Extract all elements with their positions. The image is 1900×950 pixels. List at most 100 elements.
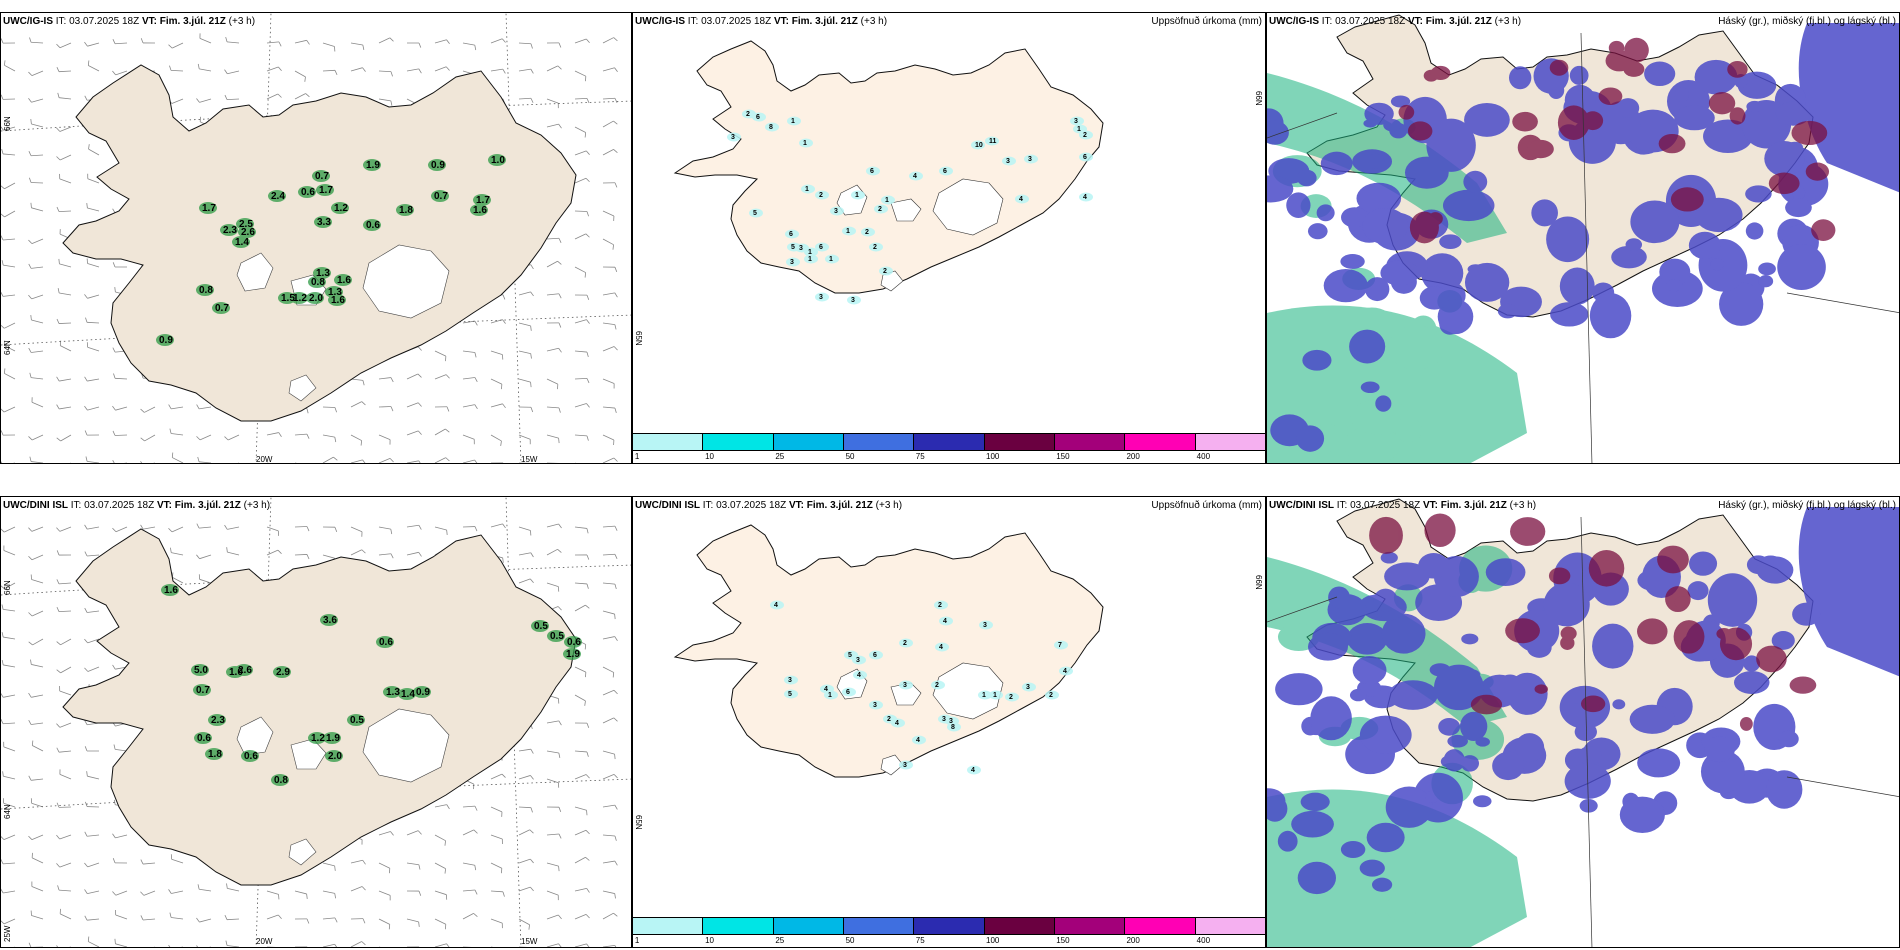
- wind-barb: [322, 434, 335, 438]
- wind-barb: [267, 462, 270, 463]
- wind-barb: [171, 890, 184, 894]
- wind-barb-flag: [474, 865, 477, 871]
- wind-barb: [490, 890, 503, 893]
- wind-barb: [87, 638, 100, 644]
- wind-barb-flag: [169, 428, 172, 434]
- wind-barb-flag: [418, 68, 422, 74]
- wind-barb-flag: [390, 71, 393, 77]
- wind-barb-flag: [56, 747, 60, 753]
- wind-barb-flag: [1, 94, 4, 100]
- wind-barb: [199, 406, 212, 410]
- wind-barb: [58, 610, 72, 613]
- wind-barb: [574, 914, 587, 920]
- wind-barb-flag: [1, 859, 4, 865]
- wind-barb: [59, 178, 72, 184]
- mid-cloud-patch: [1707, 573, 1758, 627]
- wind-barb-flag: [31, 740, 34, 746]
- rain-patch: [212, 302, 230, 314]
- mid-cloud-patch: [1307, 223, 1328, 240]
- wind-barb: [379, 946, 381, 947]
- wind-barb: [14, 946, 15, 947]
- colorbar-segment: [1195, 434, 1265, 450]
- wind-barb: [574, 829, 587, 836]
- wind-barb: [518, 526, 531, 531]
- low-cloud-patch: [1527, 139, 1554, 159]
- lon-label-20: 20W: [256, 937, 273, 946]
- precip-patch: [1002, 156, 1016, 166]
- wind-barb: [87, 263, 100, 268]
- wind-barb-flag: [558, 42, 562, 48]
- precip-patch: [804, 254, 818, 264]
- wind-barb: [227, 526, 240, 530]
- wind-barb: [237, 462, 239, 463]
- precip-patch: [869, 650, 883, 660]
- colorbar-tick-label: 75: [915, 452, 925, 461]
- high-cloud-patch: [1350, 399, 1410, 435]
- wind-barb: [434, 350, 447, 357]
- wind-barb-flag: [474, 352, 477, 358]
- mid-cloud-patch: [1371, 877, 1393, 892]
- wind-barb: [602, 406, 615, 409]
- wind-barb: [87, 526, 100, 530]
- wind-barb-flag: [444, 840, 446, 846]
- wind-barb: [518, 806, 532, 809]
- precip-value: 3: [903, 682, 907, 689]
- wind-barb-flag: [446, 943, 450, 947]
- wind-barb-flag: [531, 463, 533, 464]
- wind-barb-flag: [57, 288, 60, 294]
- wind-barb: [602, 210, 615, 217]
- wind-barb-flag: [196, 523, 200, 529]
- colorbar-segment: [773, 918, 844, 934]
- colorbar-tick-label: 400: [1196, 936, 1211, 945]
- wind-barb: [546, 347, 559, 352]
- wind-barb: [144, 406, 156, 413]
- mid-cloud-patch: [1629, 704, 1676, 734]
- wind-barb-flag: [306, 433, 310, 439]
- wind-barb-flag: [417, 402, 422, 407]
- wind-barb: [574, 350, 587, 353]
- wind-barb-flag: [56, 802, 60, 808]
- mid-cloud-patch: [1356, 182, 1402, 214]
- mid-cloud-patch: [1437, 299, 1474, 335]
- wind-value: 0.9: [416, 687, 430, 698]
- mid-cloud-patch: [1434, 664, 1484, 711]
- wind-barb: [3, 862, 16, 865]
- wind-barb-flag: [614, 636, 618, 641]
- wind-barb-flag: [84, 638, 88, 644]
- wind-barb: [546, 123, 559, 128]
- precip-value: 6: [873, 652, 877, 659]
- wind-barb-flag: [558, 523, 562, 529]
- mid-cloud-patch: [1328, 586, 1350, 609]
- wind-barb: [115, 834, 128, 839]
- wind-barb: [434, 66, 447, 72]
- mid-cloud-patch: [1508, 66, 1532, 90]
- wind-barb-flag: [84, 524, 88, 530]
- wind-barb: [602, 553, 616, 556]
- wind-barb: [490, 523, 503, 528]
- mid-cloud-patch: [1366, 153, 1385, 170]
- precip-value: 4: [939, 644, 943, 651]
- mid-cloud-patch: [1442, 189, 1495, 222]
- wind-barb-flag: [446, 804, 450, 810]
- precip-patch: [881, 195, 895, 205]
- panel-header: UWC/IG-IS IT: 03.07.2025 18Z VT: Fim. 3.…: [635, 16, 888, 27]
- wind-barb-flag: [529, 829, 534, 834]
- high-cloud-band: [1267, 305, 1527, 463]
- wind-barb-flag: [586, 435, 589, 441]
- rain-patch: [193, 684, 211, 696]
- mid-cloud-patch: [1380, 551, 1398, 564]
- wind-value: 1.9: [566, 649, 580, 660]
- wind-barb: [31, 526, 44, 532]
- mid-cloud-patch: [1340, 254, 1365, 269]
- precip-value: 1: [1077, 126, 1081, 133]
- wind-barb-flag: [1, 632, 4, 638]
- wind-value: 1.8: [208, 749, 222, 760]
- wind-barb: [31, 350, 44, 353]
- wind-barb-flag: [112, 70, 116, 76]
- wind-value: 1.8: [399, 205, 413, 216]
- wind-value: 2.9: [276, 667, 290, 678]
- wind-barb: [227, 41, 240, 44]
- wind-barb-flag: [613, 912, 618, 917]
- wind-value: 0.5: [534, 621, 548, 632]
- low-cloud-patch: [1637, 618, 1668, 645]
